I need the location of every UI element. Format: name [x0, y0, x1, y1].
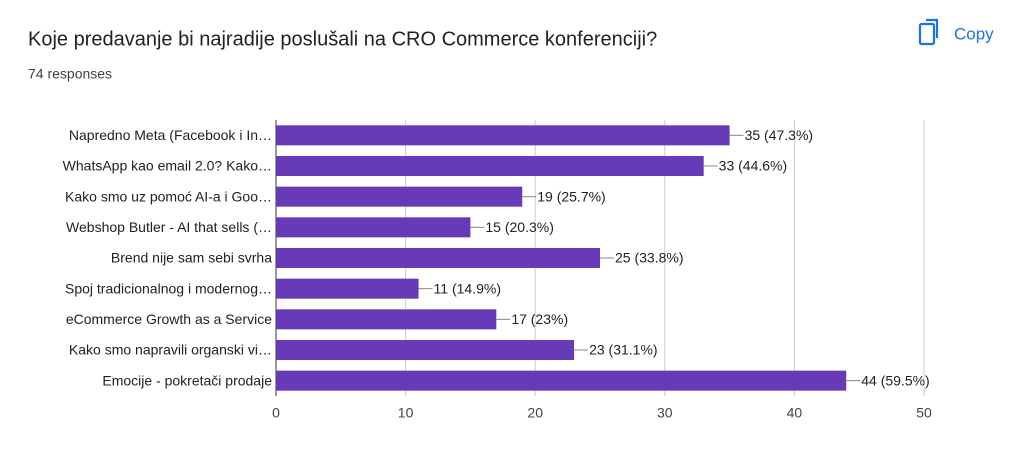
- value-label: 19 (25.7%): [537, 188, 605, 204]
- bar: [276, 248, 600, 268]
- y-tick-label: Napredno Meta (Facebook i In…: [69, 127, 272, 143]
- bar: [276, 156, 704, 176]
- value-label: 25 (33.8%): [615, 250, 683, 266]
- y-tick-label: WhatsApp kao email 2.0? Kako…: [63, 158, 272, 174]
- x-tick-label: 50: [916, 405, 932, 421]
- y-tick-label: Brend nije sam sebi svrha: [111, 250, 272, 266]
- copy-icon-back: [926, 18, 939, 38]
- x-tick-label: 20: [527, 405, 543, 421]
- value-label: 33 (44.6%): [719, 158, 787, 174]
- y-tick-label: Emocije - pokretači prodaje: [102, 372, 272, 388]
- y-tick-label: Spoj tradicionalnog i modernog…: [65, 280, 272, 296]
- value-label: 23 (31.1%): [589, 342, 657, 358]
- bar: [276, 309, 497, 330]
- y-tick-label: Kako smo uz pomoć AI-a i Goo…: [65, 188, 272, 204]
- value-label: 44 (59.5%): [861, 372, 929, 388]
- x-tick-label: 40: [787, 405, 803, 421]
- copy-label[interactable]: Copy: [954, 24, 994, 43]
- value-label: 17 (23%): [511, 311, 568, 327]
- value-label: 11 (14.9%): [434, 280, 501, 296]
- bar: [276, 125, 730, 146]
- copy-icon: [918, 22, 936, 46]
- chart-title: Koje predavanje bi najradije poslušali n…: [28, 28, 657, 50]
- bar: [276, 217, 471, 238]
- y-tick-label: Webshop Butler - AI that sells (…: [66, 219, 272, 235]
- x-tick-label: 10: [398, 405, 414, 421]
- chart-subtitle: 74 responses: [28, 66, 112, 82]
- x-tick-label: 0: [272, 405, 280, 421]
- y-tick-label: Kako smo napravili organski vi…: [69, 342, 272, 358]
- y-tick-label: eCommerce Growth as a Service: [66, 311, 272, 327]
- bar: [276, 186, 523, 207]
- bar: [276, 340, 575, 360]
- value-label: 15 (20.3%): [485, 219, 553, 235]
- value-label: 35 (47.3%): [745, 127, 813, 143]
- bar: [276, 278, 419, 299]
- bar: [276, 370, 847, 391]
- x-tick-label: 30: [657, 405, 673, 421]
- copy-button[interactable]: Copy: [918, 18, 994, 46]
